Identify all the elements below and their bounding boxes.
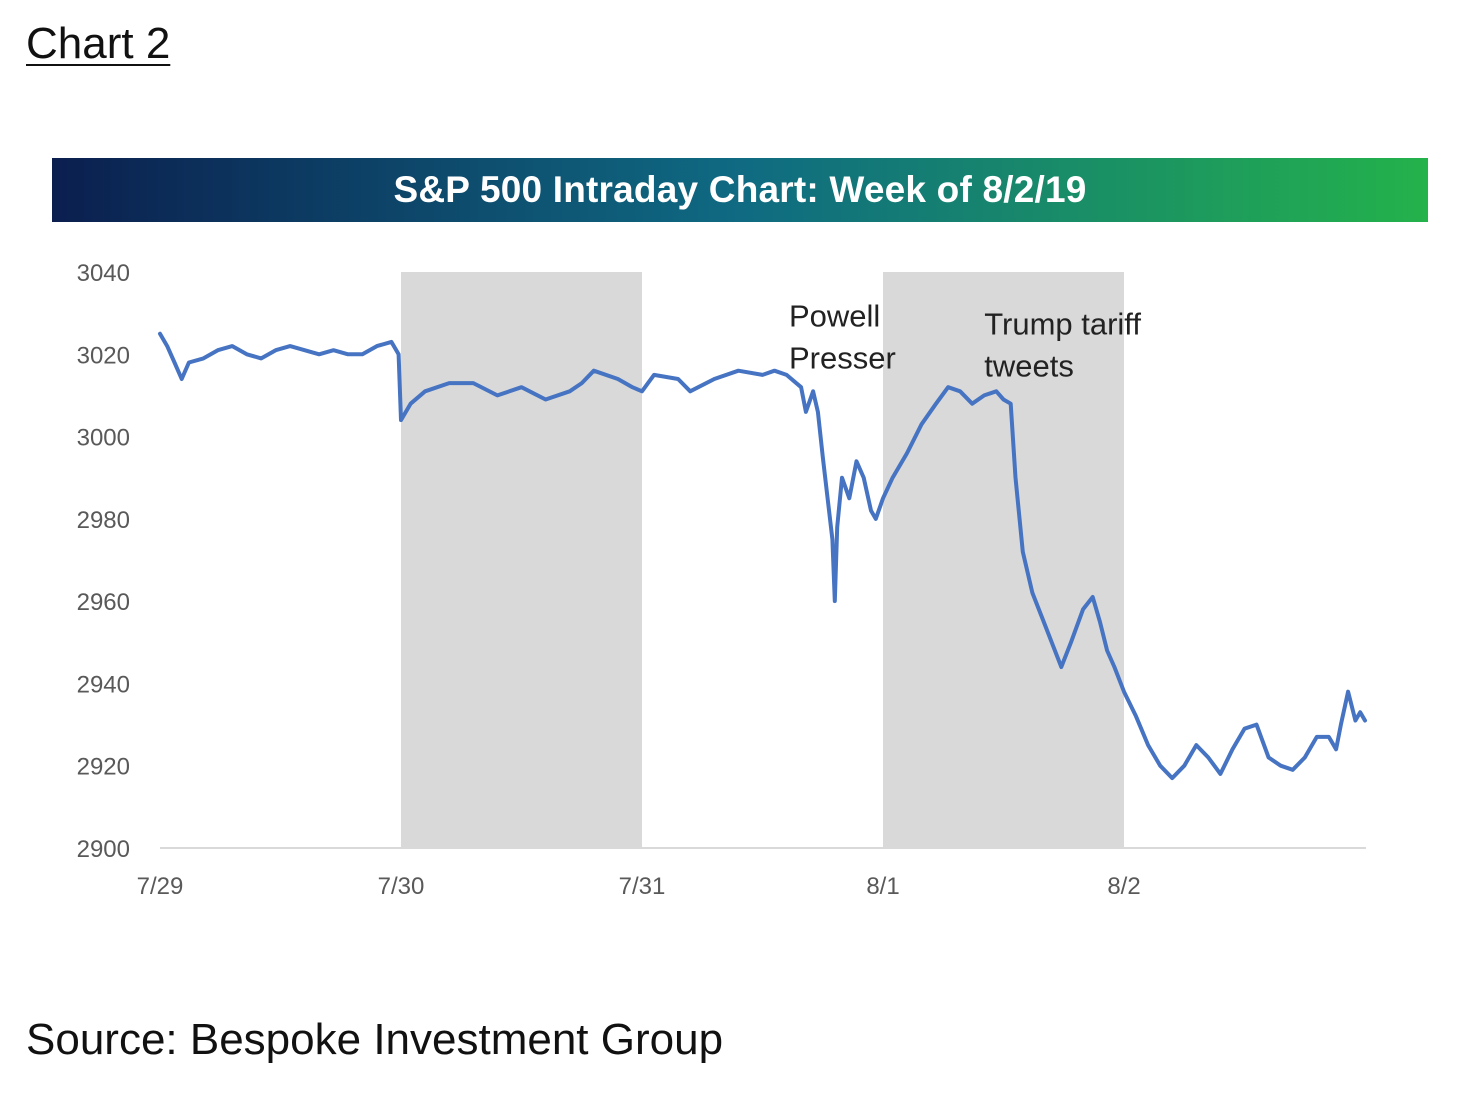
chart-heading: Chart 2 [26,19,171,68]
shaded-region-2 [883,272,1124,848]
annotation-line: tweets [984,349,1074,384]
y-tick-label: 3020 [77,342,130,369]
shaded-region-1 [401,272,642,848]
annotation-line: Trump tariff [984,307,1141,342]
series-lines [158,331,1367,781]
y-tick-label: 2920 [77,754,130,781]
sp500-line-chart: 2900 2920 2940 2960 2980 3000 3020 3040 7/29 7/30… [77,260,1367,900]
x-tick-label: 8/2 [1107,873,1140,900]
y-tick-label: 2960 [77,589,130,616]
axes: 2900 2920 2940 2960 2980 3000 3020 3040 7/29 7/30… [77,260,1366,900]
y-tick-label: 3000 [77,425,130,452]
shaded-regions [401,272,1124,848]
chart-title-bar: S&P 500 Intraday Chart: Week of 8/2/19 [52,158,1428,222]
y-tick-label: 2900 [77,836,130,863]
annotation-line: Powell [789,298,880,333]
annotations: Powell Presser Trump tariff tweets [789,298,1141,383]
source-note: Source: Bespoke Investment Group [26,1015,724,1064]
x-tick-label: 7/31 [619,873,666,900]
y-tick-label: 2940 [77,671,130,698]
x-tick-label: 8/1 [866,873,899,900]
series-line-sp500 [158,331,1367,781]
chart-title: S&P 500 Intraday Chart: Week of 8/2/19 [393,169,1087,210]
annotation-2: Trump tariff tweets [984,307,1141,384]
x-tick-label: 7/30 [378,873,425,900]
x-tick-label: 7/29 [137,873,184,900]
annotation-1: Powell Presser [789,298,896,375]
y-tick-label: 2980 [77,507,130,534]
y-tick-label: 3040 [77,260,130,287]
annotation-line: Presser [789,340,896,375]
